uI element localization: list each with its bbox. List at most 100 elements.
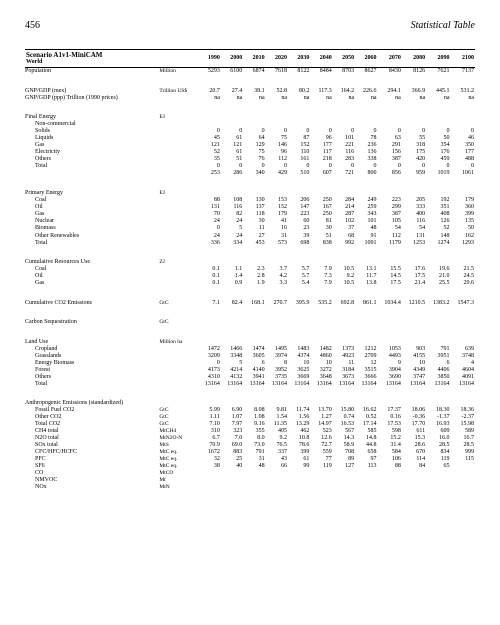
data-cell: 41 <box>266 217 288 224</box>
data-cell <box>243 189 265 196</box>
data-cell: 6874 <box>243 67 265 75</box>
data-cell: 55 <box>402 135 426 142</box>
row-sublabel: Others <box>25 156 198 163</box>
data-cell: 0 <box>377 163 401 170</box>
data-cell: 5.7 <box>288 273 310 280</box>
data-cell: 0.16 <box>377 414 401 421</box>
data-cell: 236 <box>355 142 377 149</box>
data-cell: 78 <box>355 135 377 142</box>
data-cell: 323 <box>221 428 243 435</box>
data-cell: 399 <box>288 449 310 456</box>
data-cell <box>451 319 475 326</box>
data-cell: 179 <box>451 196 475 203</box>
data-cell: 146 <box>266 142 288 149</box>
data-cell: 78.6 <box>288 442 310 449</box>
data-cell <box>221 477 243 484</box>
data-cell: 38.1 <box>243 87 265 94</box>
data-cell: 15.98 <box>451 421 475 428</box>
data-cell: 177 <box>451 149 475 156</box>
data-cell: 11 <box>243 224 265 231</box>
data-cell <box>402 114 426 121</box>
data-cell: 4604 <box>451 366 475 373</box>
data-cell: 3974 <box>266 352 288 359</box>
data-cell: 698 <box>288 239 310 246</box>
data-cell: 87 <box>288 135 310 142</box>
data-cell: 4140 <box>243 366 265 373</box>
data-cell: 99 <box>288 463 310 470</box>
data-cell <box>377 189 401 196</box>
data-cell: 32 <box>198 456 220 463</box>
data-cell <box>377 121 401 128</box>
data-table: Scenario A1v1-MiniCAM World 1990 2000 20… <box>25 49 475 491</box>
data-cell <box>221 338 243 345</box>
data-cell: 856 <box>377 170 401 177</box>
data-cell <box>333 189 355 196</box>
data-cell: 30 <box>243 217 265 224</box>
data-cell: 7.9 <box>310 280 332 287</box>
data-cell <box>288 259 310 266</box>
data-cell: 28.5 <box>426 442 450 449</box>
data-cell <box>402 400 426 407</box>
data-cell: 3904 <box>377 366 401 373</box>
data-cell: 7.3 <box>310 273 332 280</box>
data-cell: 1274 <box>426 239 450 246</box>
row-sublabel: PFC <box>25 456 155 463</box>
data-cell: 101 <box>355 217 377 224</box>
data-cell: 8484 <box>310 67 332 75</box>
data-cell: -1.37 <box>426 414 450 421</box>
data-cell: 16 <box>266 224 288 231</box>
data-cell <box>333 259 355 266</box>
data-cell <box>198 259 220 266</box>
data-cell: 25.5 <box>426 280 450 287</box>
data-cell: 2.3 <box>243 266 265 273</box>
data-cell: 1383.2 <box>426 299 450 306</box>
data-cell: 1373 <box>333 345 355 352</box>
data-cell: 3648 <box>310 373 332 380</box>
data-cell: 63 <box>377 135 401 142</box>
data-cell: 5.99 <box>198 407 220 414</box>
data-cell: 310 <box>198 428 220 435</box>
data-cell: 0 <box>402 163 426 170</box>
data-cell: 218 <box>310 156 332 163</box>
data-cell <box>221 259 243 266</box>
data-cell: 692.8 <box>333 299 355 306</box>
data-cell: 9.2 <box>266 435 288 442</box>
data-cell: 4132 <box>221 373 243 380</box>
data-cell: 110 <box>288 149 310 156</box>
data-cell: 161 <box>288 156 310 163</box>
data-cell: 31 <box>266 232 288 239</box>
row-sublabel: Coal <box>25 196 198 203</box>
data-cell: 3941 <box>243 373 265 380</box>
row-sublabel: SOx total <box>25 442 155 449</box>
data-cell: 287 <box>333 210 355 217</box>
data-cell <box>288 470 310 477</box>
data-cell <box>451 400 475 407</box>
data-cell: 112 <box>377 232 401 239</box>
data-cell: 270.7 <box>266 299 288 306</box>
data-cell: 52.8 <box>266 87 288 94</box>
data-cell: 0 <box>333 128 355 135</box>
data-cell: 9.81 <box>266 407 288 414</box>
data-cell: 11.74 <box>288 407 310 414</box>
data-cell: 16.62 <box>355 407 377 414</box>
data-cell: 7.1 <box>198 299 220 306</box>
row-sublabel: Coal <box>25 266 198 273</box>
data-cell <box>288 121 310 128</box>
data-cell: 670 <box>402 449 426 456</box>
data-cell: 27.4 <box>221 87 243 94</box>
data-cell: 127 <box>333 463 355 470</box>
data-cell: 405 <box>266 428 288 435</box>
data-cell: 585 <box>355 428 377 435</box>
data-cell <box>426 477 450 484</box>
col-year: 2050 <box>333 50 355 68</box>
data-cell: 8 <box>266 359 288 366</box>
data-cell: 20.7 <box>198 87 220 94</box>
data-cell <box>451 470 475 477</box>
data-cell: 148 <box>426 232 450 239</box>
data-cell <box>377 477 401 484</box>
data-cell: 13164 <box>377 380 401 387</box>
data-cell: 1061 <box>451 170 475 177</box>
data-cell <box>198 477 220 484</box>
data-cell <box>333 319 355 326</box>
data-cell: 25 <box>221 456 243 463</box>
